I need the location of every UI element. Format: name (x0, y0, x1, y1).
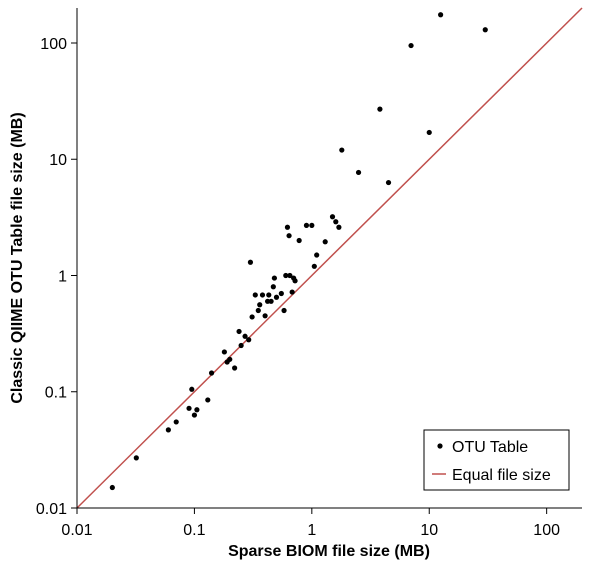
data-point (311, 263, 317, 269)
data-point (273, 294, 280, 300)
data-point (242, 333, 248, 339)
data-point (287, 272, 293, 279)
data-point (322, 239, 328, 245)
data-point (377, 106, 383, 112)
data-point (255, 307, 261, 314)
data-point (236, 328, 242, 335)
data-point (270, 284, 276, 290)
data-point (249, 314, 255, 320)
y-tick-label: 100 (40, 36, 67, 53)
data-point (266, 292, 272, 298)
data-point (292, 278, 298, 284)
data-point (482, 27, 488, 33)
legend-marker-otu-table (437, 443, 443, 449)
data-point (333, 219, 339, 225)
data-point (262, 313, 268, 319)
x-ticks: 0.01 0.1 1 10 100 (61, 508, 560, 539)
data-point (189, 386, 195, 392)
data-point (281, 307, 287, 314)
data-point (329, 214, 336, 220)
x-tick-label: 100 (533, 522, 560, 539)
legend-label-otu-table: OTU Table (452, 439, 528, 456)
legend-label-equal-file-size: Equal file size (452, 467, 551, 484)
y-ticks: 0.01 0.1 1 10 100 (36, 36, 77, 518)
data-point (268, 298, 274, 304)
data-point (296, 237, 302, 244)
legend-box (423, 429, 570, 491)
x-tick-label: 0.1 (183, 522, 205, 539)
data-point (133, 455, 139, 461)
data-point (289, 289, 295, 295)
data-point (232, 365, 238, 371)
data-point (314, 252, 320, 258)
y-tick-label: 0.01 (36, 501, 67, 518)
data-point (286, 233, 292, 239)
data-point (247, 259, 254, 265)
data-point (227, 356, 233, 362)
data-point (355, 169, 362, 176)
data-point (205, 397, 211, 403)
plot-area (76, 7, 583, 509)
y-axis-title: Classic QIIME OTU Table file size (MB) (9, 112, 26, 403)
y-tick-label: 0.1 (45, 385, 67, 402)
data-point (191, 412, 198, 418)
data-point (257, 302, 263, 308)
y-tick-label: 1 (58, 268, 67, 285)
data-point (426, 129, 432, 136)
data-point (109, 484, 115, 491)
data-point (238, 342, 244, 349)
data-point (438, 12, 444, 18)
data-point (259, 292, 266, 298)
data-point (336, 224, 342, 230)
data-point (252, 292, 258, 298)
x-axis-title: Sparse BIOM file size (MB) (228, 543, 430, 560)
y-tick-label: 10 (49, 152, 67, 169)
data-point (208, 370, 215, 376)
data-point (246, 337, 252, 343)
data-point (408, 42, 414, 49)
data-point (284, 224, 291, 230)
data-point (186, 405, 192, 411)
equal-file-size-line (76, 7, 583, 509)
x-tick-label: 0.01 (61, 522, 92, 539)
data-point (339, 147, 345, 153)
data-point (165, 427, 171, 433)
data-point (271, 275, 278, 281)
data-point (173, 419, 179, 425)
data-point (303, 222, 310, 228)
data-point (385, 179, 392, 186)
data-point (283, 272, 289, 279)
data-point (194, 407, 200, 413)
data-point (309, 222, 315, 228)
axes (76, 8, 582, 509)
data-point (221, 349, 227, 355)
x-tick-label: 10 (420, 522, 438, 539)
data-point (278, 290, 284, 297)
legend: OTU Table Equal file size (423, 429, 570, 491)
x-tick-label: 1 (307, 522, 316, 539)
